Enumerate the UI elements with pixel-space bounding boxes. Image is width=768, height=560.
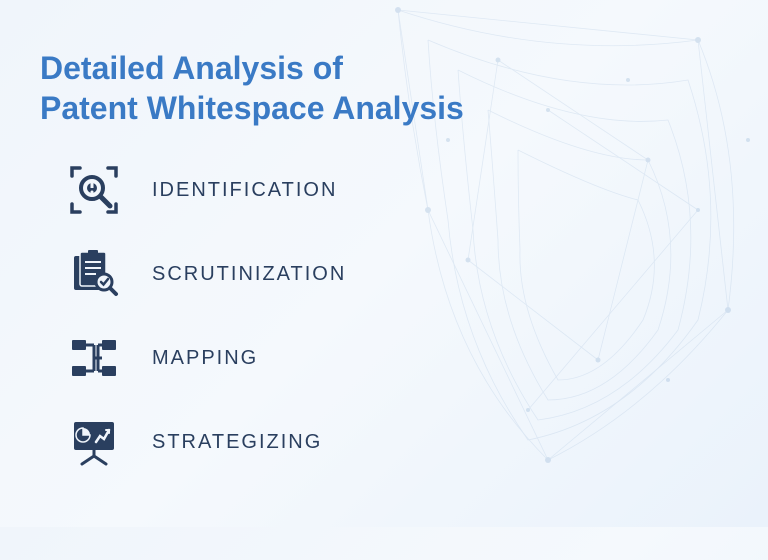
mapping-icon [68,332,120,384]
scrutinization-icon [68,248,120,300]
title-line-2: Patent Whitespace Analysis [40,90,464,126]
item-mapping: MAPPING [68,332,728,384]
mapping-label: MAPPING [152,347,258,370]
title-line-1: Detailed Analysis of [40,50,343,86]
page-title: Detailed Analysis of Patent Whitespace A… [40,48,728,128]
item-identification: IDENTIFICATION [68,164,728,216]
scrutinization-label: SCRUTINIZATION [152,263,346,286]
item-strategizing: STRATEGIZING [68,416,728,468]
identification-label: IDENTIFICATION [152,179,337,202]
strategizing-label: STRATEGIZING [152,431,322,454]
items-list: IDENTIFICATION SCRUTINIZATION [40,164,728,468]
strategizing-icon [68,416,120,468]
identification-icon [68,164,120,216]
content-area: Detailed Analysis of Patent Whitespace A… [0,0,768,516]
item-scrutinization: SCRUTINIZATION [68,248,728,300]
